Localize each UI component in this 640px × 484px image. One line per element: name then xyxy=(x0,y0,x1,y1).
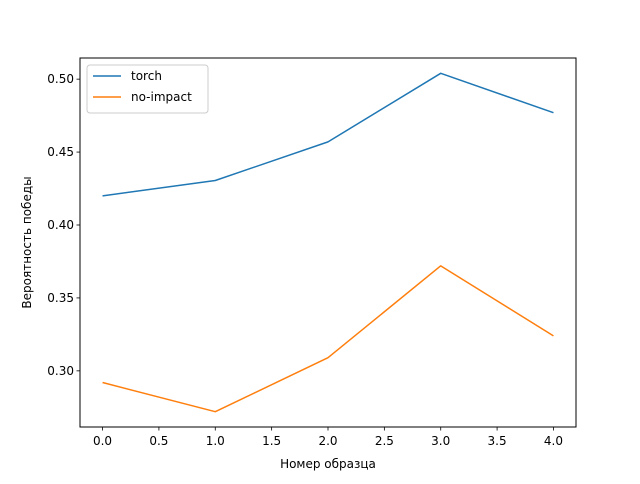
legend: torch no-impact xyxy=(86,64,209,114)
legend-label-1: no-impact xyxy=(131,90,192,104)
y-tick-label: 0.50 xyxy=(47,72,74,86)
legend-box xyxy=(86,64,209,114)
x-axis-ticks: 0.0 0.5 1.0 1.5 2.0 2.5 3.0 3.5 4.0 xyxy=(93,427,563,448)
y-tick-label: 0.30 xyxy=(47,364,74,378)
y-axis-label: Вероятность победы xyxy=(20,176,34,308)
x-tick-label: 1.0 xyxy=(206,434,225,448)
x-axis-label: Номер образца xyxy=(280,457,376,471)
x-tick-label: 2.5 xyxy=(375,434,394,448)
series-line-1 xyxy=(102,265,554,413)
y-tick-label: 0.45 xyxy=(47,145,74,159)
x-tick-label: 1.5 xyxy=(262,434,281,448)
x-tick-label: 4.0 xyxy=(544,434,563,448)
legend-label-0: torch xyxy=(131,69,162,83)
x-tick-label: 0.5 xyxy=(149,434,168,448)
x-tick-label: 0.0 xyxy=(93,434,112,448)
plot-lines-group xyxy=(102,72,554,413)
y-axis-ticks: 0.30 0.35 0.40 0.45 0.50 xyxy=(47,72,80,378)
y-tick-label: 0.40 xyxy=(47,218,74,232)
series-line-0 xyxy=(102,72,554,197)
x-tick-label: 2.0 xyxy=(318,434,337,448)
y-tick-label: 0.35 xyxy=(47,291,74,305)
x-tick-label: 3.5 xyxy=(488,434,507,448)
x-tick-label: 3.0 xyxy=(431,434,450,448)
